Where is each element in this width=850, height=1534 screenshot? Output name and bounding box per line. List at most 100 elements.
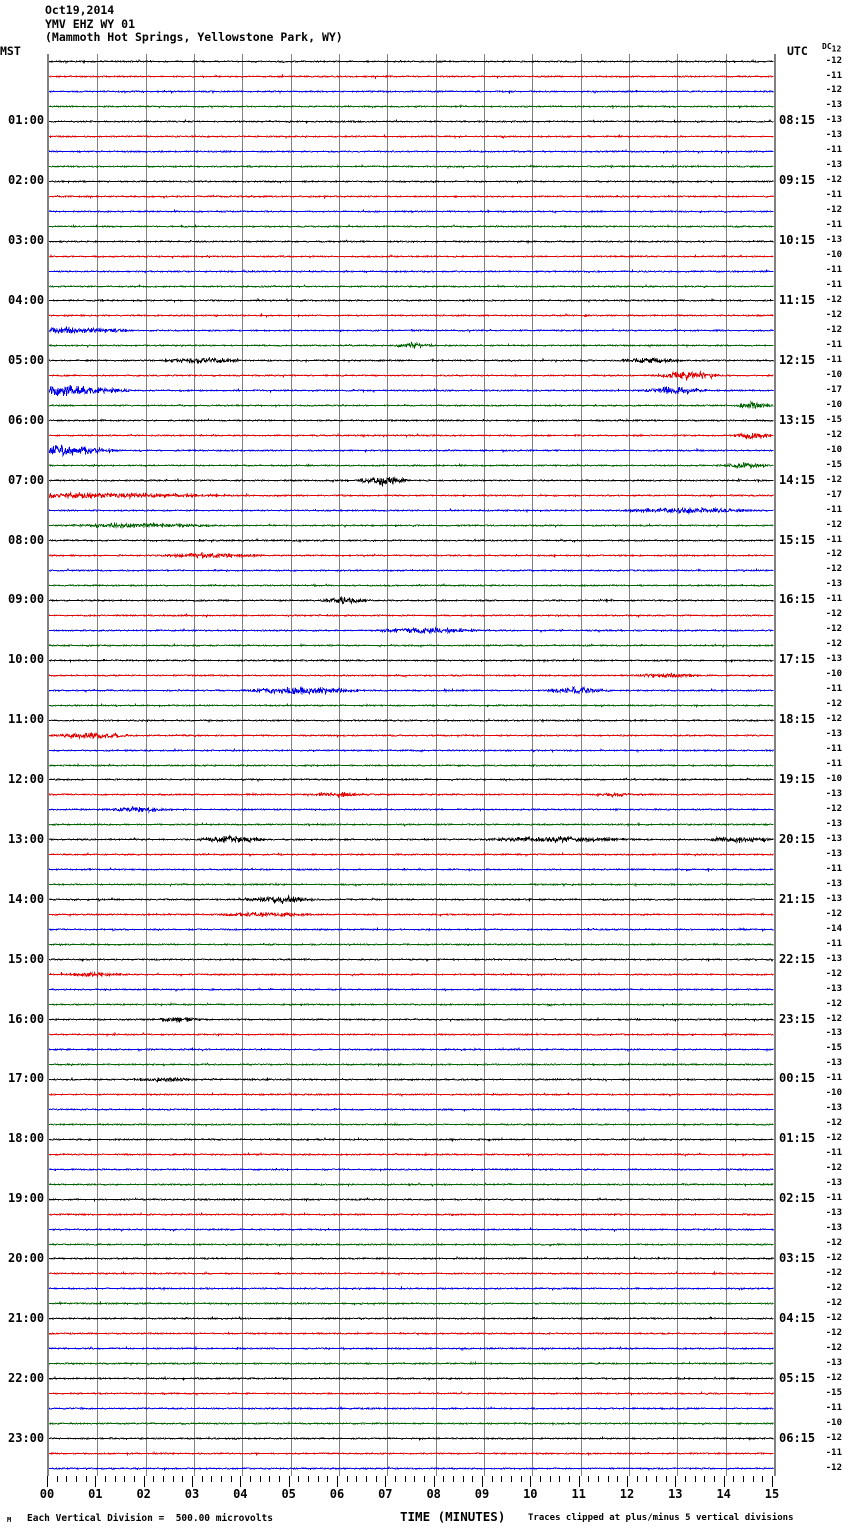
seismic-trace	[49, 638, 774, 653]
dc-offset-value: -13	[825, 729, 842, 740]
x-tick-major	[482, 1476, 483, 1487]
seismic-trace	[49, 1416, 774, 1431]
dc-offset-value: -13	[825, 983, 842, 994]
x-axis-tick-label: 00	[39, 1487, 55, 1501]
dc-offset-value: -15	[825, 414, 842, 425]
x-tick-minor	[656, 1476, 657, 1482]
seismic-trace	[49, 1401, 774, 1416]
mst-hour-label: 21:00	[8, 1310, 45, 1325]
mst-hour-label: 23:00	[8, 1430, 45, 1445]
mst-hour-label: 07:00	[8, 472, 45, 487]
dc-offset-value: -12	[825, 1462, 842, 1473]
utc-hour-label: 16:15	[779, 592, 816, 607]
utc-hour-label: 08:15	[779, 113, 816, 128]
dc-offset-value: -11	[825, 1073, 842, 1084]
seismic-trace	[49, 1192, 774, 1207]
mst-hour-label: 06:00	[8, 412, 45, 427]
x-axis-tick-label: 08	[426, 1487, 441, 1501]
mst-hour-label: 08:00	[8, 532, 45, 547]
seismic-trace	[49, 338, 774, 353]
dc-offset-value: -12	[825, 1238, 842, 1248]
x-tick-minor	[762, 1476, 764, 1482]
dc-offset-value: -12	[825, 998, 842, 1009]
dc-offset-value: -12	[825, 1432, 842, 1443]
utc-hour-label: 11:15	[779, 293, 816, 307]
seismic-trace	[49, 234, 774, 249]
dc-offset-value: -12	[825, 549, 842, 560]
dc-offset-value: -11	[825, 1193, 842, 1204]
seismic-trace	[49, 398, 774, 413]
dc-offset-value: -13	[825, 579, 842, 590]
x-tick-minor	[317, 1476, 319, 1482]
seismic-trace	[49, 1356, 774, 1371]
seismic-trace	[49, 653, 774, 668]
dc-offset-value: -11	[825, 145, 842, 156]
dc-offset-value: -12	[825, 639, 842, 650]
seismic-trace	[49, 413, 774, 428]
seismic-trace	[49, 1147, 774, 1162]
seismic-trace	[49, 1012, 774, 1027]
seismic-trace	[49, 1177, 774, 1192]
x-axis-tick-label: 04	[233, 1487, 248, 1501]
dc-offset-value: -13	[825, 878, 842, 889]
seismic-trace	[49, 1266, 774, 1281]
dc-offset-value: -10	[825, 774, 842, 784]
dc-offset-value: -10	[825, 1088, 842, 1099]
x-tick-major	[385, 1476, 387, 1487]
x-tick-minor	[685, 1476, 686, 1482]
x-tick-major	[192, 1476, 193, 1487]
x-axis-title: TIME (MINUTES)	[400, 1509, 506, 1524]
dc-offset-value: -13	[825, 953, 842, 964]
seismic-trace	[49, 922, 774, 937]
x-tick-minor	[598, 1476, 599, 1482]
dc-offset-value: -13	[825, 654, 842, 665]
mst-hour-label: 03:00	[8, 233, 45, 248]
x-tick-major	[627, 1476, 628, 1487]
dc-offset-value: -13	[825, 1058, 842, 1069]
x-tick-minor	[105, 1476, 106, 1482]
x-tick-major	[578, 1476, 580, 1487]
x-tick-minor	[520, 1476, 522, 1482]
seismic-trace	[49, 443, 774, 458]
seismic-trace	[49, 1237, 774, 1252]
x-tick-minor	[375, 1476, 377, 1482]
x-axis-tick-label: 14	[716, 1487, 731, 1501]
dc-offset-value: -11	[825, 265, 842, 275]
x-tick-minor	[665, 1476, 667, 1482]
x-axis-tick-label: 07	[378, 1487, 393, 1501]
x-tick-minor	[694, 1476, 696, 1482]
dc-offset-value: -10	[825, 399, 842, 410]
seismic-trace	[49, 967, 774, 982]
dc-offset-value: -11	[825, 70, 842, 81]
dc-offset-value: -11	[825, 594, 842, 605]
dc-offset-value: -12	[825, 324, 842, 335]
mst-hour-label: 22:00	[8, 1370, 45, 1385]
x-tick-minor	[607, 1476, 609, 1482]
seismic-trace	[49, 84, 774, 99]
x-tick-minor	[636, 1476, 638, 1482]
mst-hour-label: 18:00	[8, 1131, 45, 1146]
seismic-trace	[49, 548, 774, 563]
seismic-trace	[49, 787, 774, 802]
x-axis-tick-label: 09	[474, 1487, 490, 1501]
seismic-trace	[49, 1072, 774, 1087]
x-tick-minor	[472, 1476, 474, 1482]
x-tick-minor	[414, 1476, 416, 1482]
seismic-trace	[49, 1446, 774, 1461]
utc-hour-label: 19:15	[779, 772, 816, 786]
x-tick-major	[143, 1476, 145, 1487]
dc-offset-value: -11	[825, 339, 842, 350]
seismic-trace	[49, 608, 774, 623]
x-axis-tick-label: 06	[329, 1487, 345, 1501]
seismic-trace	[49, 114, 774, 129]
axis-label-utc: UTC	[787, 44, 808, 58]
seismic-trace	[49, 817, 774, 832]
x-tick-minor	[308, 1476, 309, 1482]
dc-offset-value: -12	[825, 908, 842, 919]
dc-offset-value: -11	[825, 1402, 842, 1413]
dc-offset-value: -11	[825, 504, 842, 515]
seismic-trace	[49, 1087, 774, 1102]
dc-offset-value: -14	[825, 923, 842, 934]
dc-offset-value: -12	[825, 1372, 842, 1383]
dc-offset-value: -12	[825, 85, 842, 96]
